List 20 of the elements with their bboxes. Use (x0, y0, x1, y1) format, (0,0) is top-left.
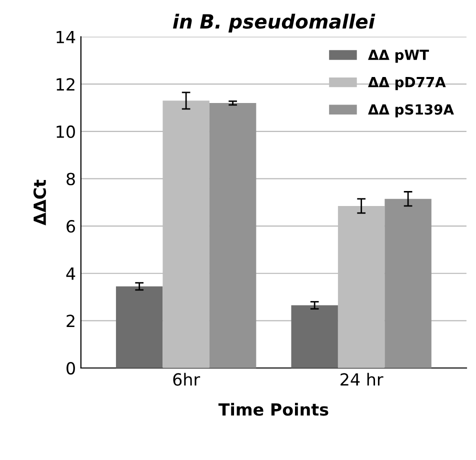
y-tick-label: 10 (56, 125, 75, 138)
bar (209, 103, 256, 368)
x-tick-label: 6hr (173, 372, 200, 386)
chart-title: in B. pseudomallei (172, 14, 376, 33)
y-tick-label: 6 (66, 220, 76, 233)
legend-label: ΔΔ pS139A (368, 104, 454, 118)
x-tick-label: 24 hr (340, 372, 384, 386)
bar (384, 198, 432, 368)
y-tick-label: 2 (66, 314, 74, 328)
y-tick-label: 0 (66, 362, 75, 375)
bar (291, 305, 338, 368)
y-axis-title: ΔΔCt (33, 180, 46, 226)
legend-label: ΔΔ pD77A (368, 77, 446, 90)
y-tick-label: 8 (66, 172, 75, 186)
legend-label: ΔΔ pWT (368, 50, 429, 63)
x-axis-title: Time Points (218, 402, 328, 416)
y-tick-label: 12 (56, 78, 74, 90)
y-tick-label: 4 (66, 268, 76, 280)
bar (116, 286, 163, 368)
y-tick-label: 14 (56, 30, 76, 44)
